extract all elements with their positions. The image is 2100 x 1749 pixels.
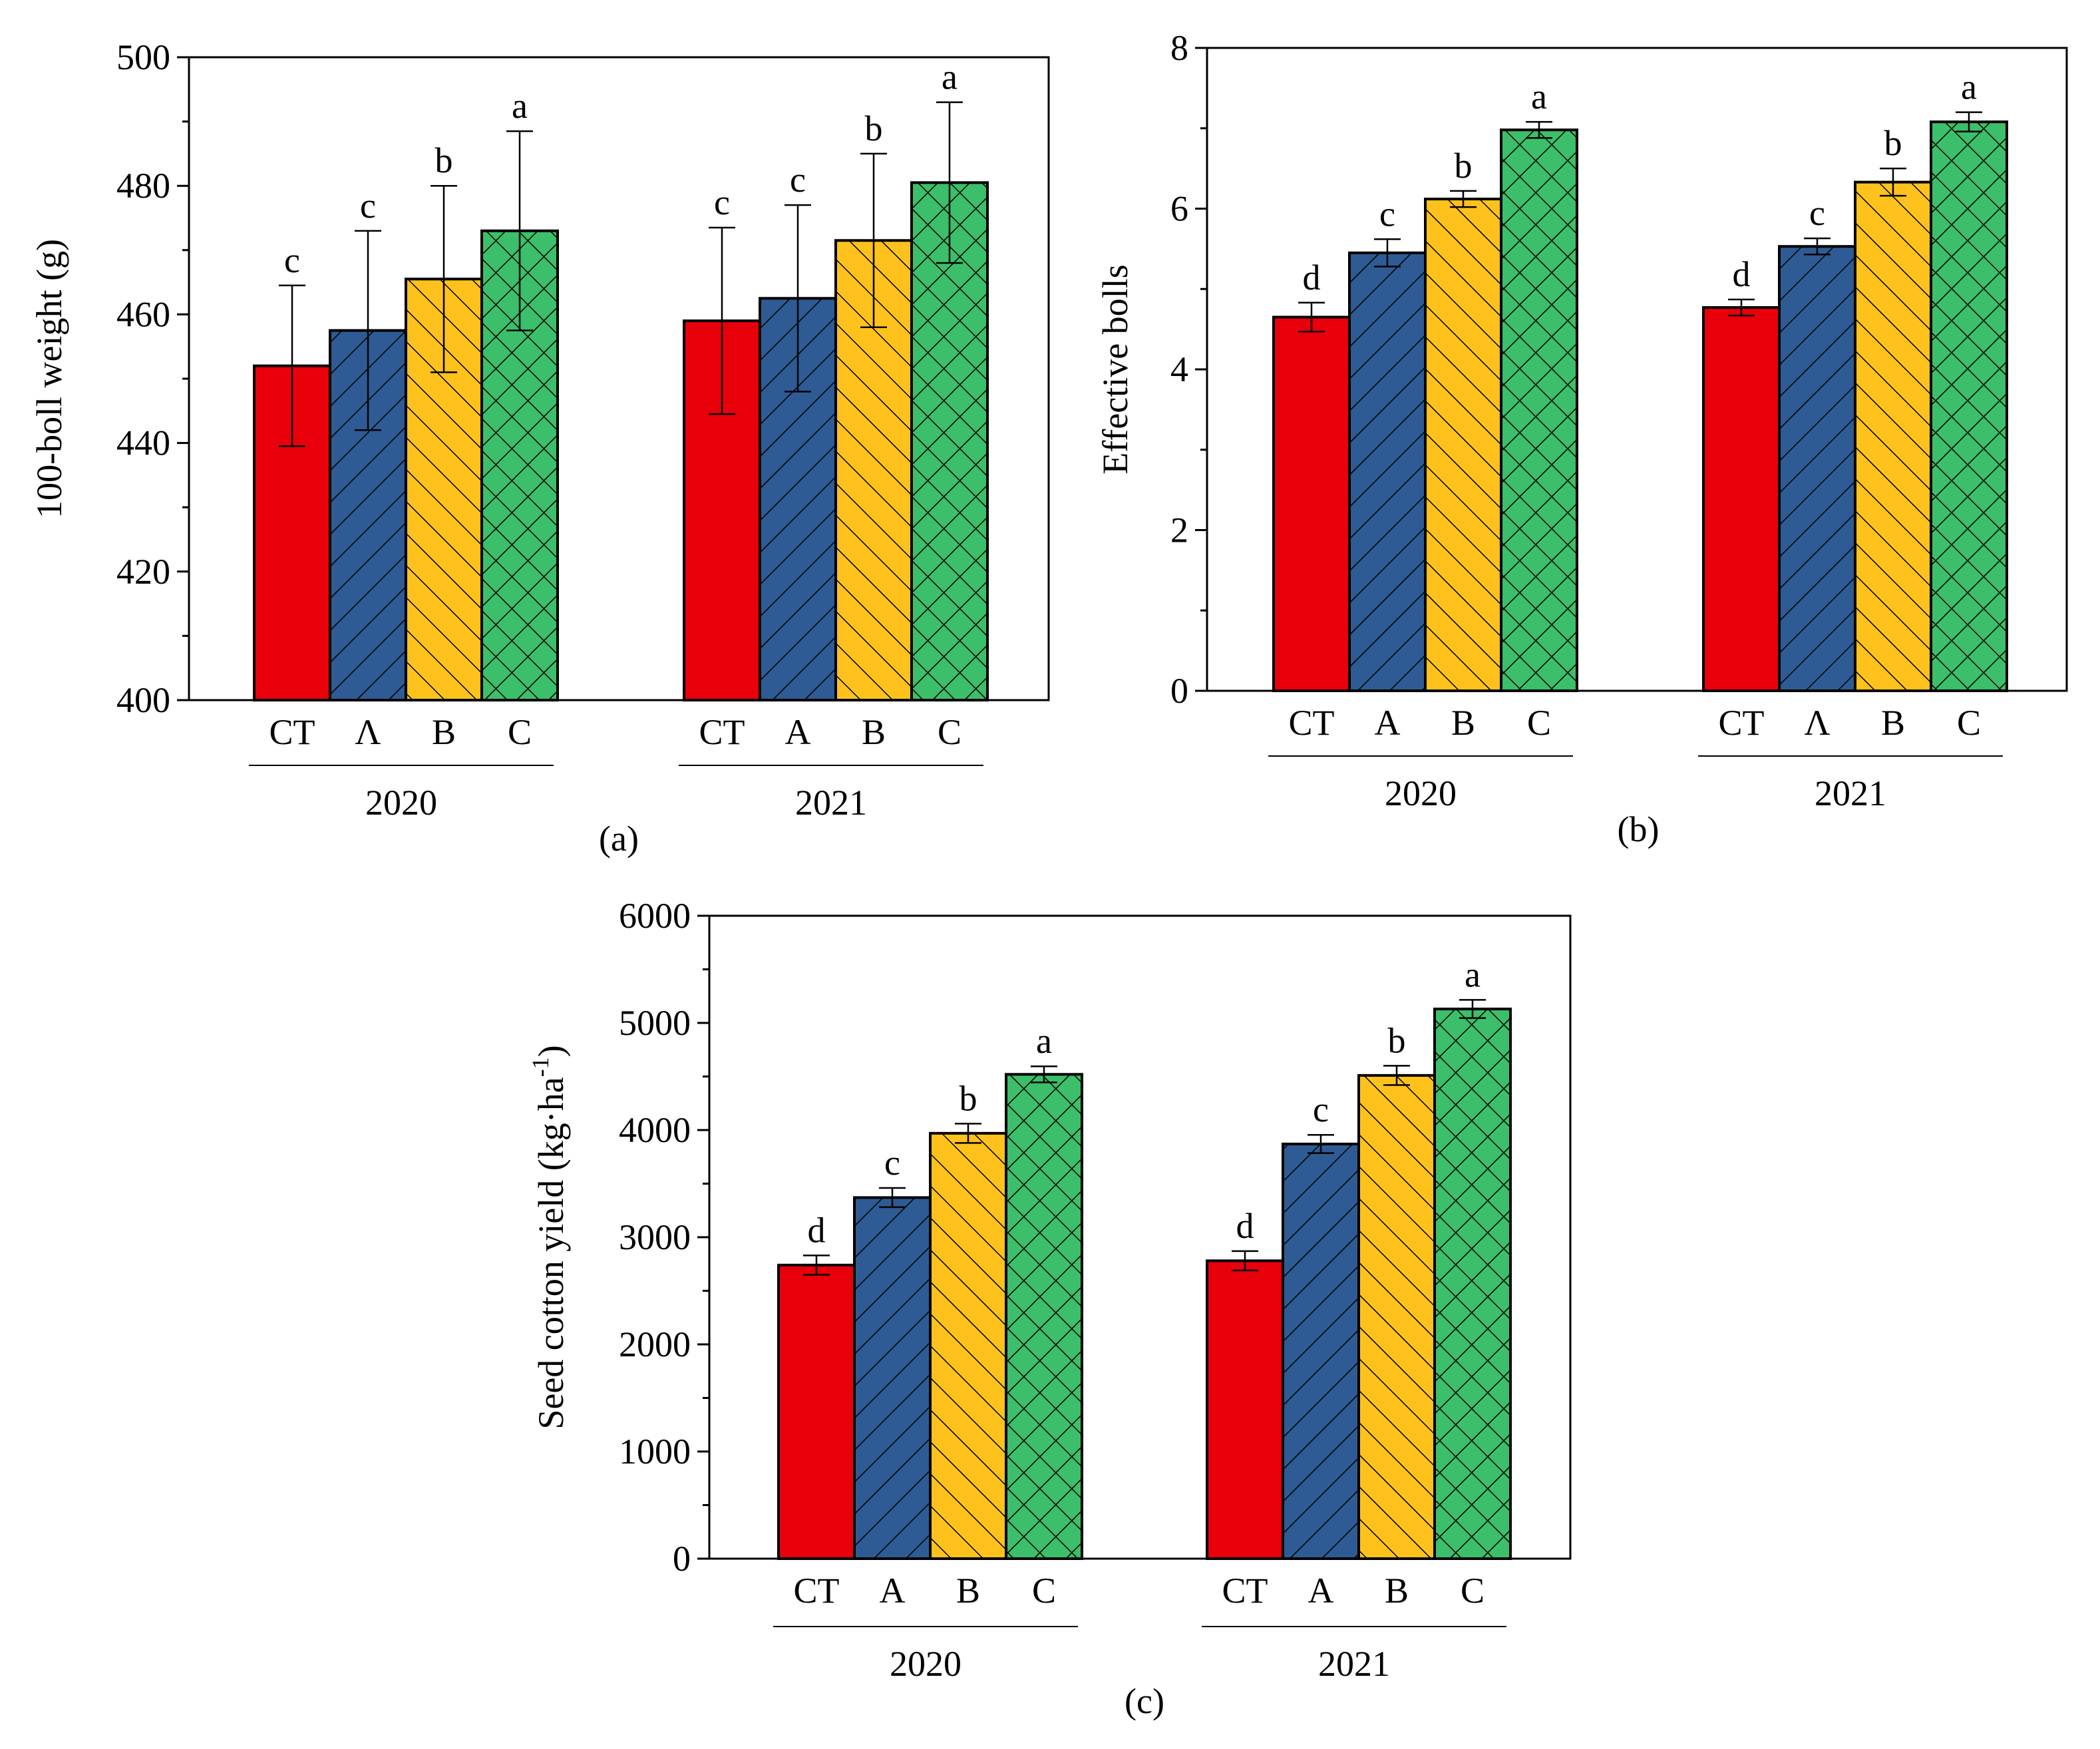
y-tick-label: 400 [116,680,170,720]
significance-letter: c [360,186,376,226]
significance-letter: d [1303,258,1321,297]
category-label: A [880,1571,906,1611]
y-axis-title: Seed cotton yield (kg·ha-1) [527,1045,571,1429]
bar-CT [1274,317,1349,691]
year-label: 2021 [1815,773,1886,813]
significance-letter: b [1455,146,1473,186]
bar-hatch-C [1006,1074,1082,1559]
y-tick-label: 0 [673,1539,691,1579]
y-tick-label: 480 [116,166,170,206]
bar-CT [779,1264,854,1559]
category-label: C [1032,1571,1056,1611]
significance-letter: b [960,1078,977,1118]
panel-label: (c) [1125,1681,1164,1721]
category-label: A [1375,703,1401,743]
year-label: 2020 [1385,773,1457,813]
category-label: B [1385,1571,1409,1611]
y-tick-label: 0 [1170,671,1188,711]
significance-letter: a [1465,954,1481,994]
panel-label: (b) [1618,809,1660,849]
y-tick-label: 4000 [619,1110,691,1150]
chart-panel-b: 0 2 4 6 8 Effective bolls d CT c Ab Ba C 2020 d CT c Λb B… [1095,28,2068,849]
y-tick-label: 6000 [619,896,691,936]
y-tick-label: 5000 [619,1003,691,1043]
bar-CT [1207,1261,1283,1559]
significance-letter: a [942,57,958,97]
category-label: C [508,712,532,752]
category-label: CT [1718,703,1764,743]
year-label: 2020 [890,1644,962,1684]
category-label: CT [699,712,745,752]
y-tick-label: 2 [1170,510,1188,550]
bar-CT [1703,307,1779,691]
category-label: A [785,712,811,752]
significance-letter: a [1961,67,1977,107]
significance-letter: b [435,140,453,180]
y-tick-label: 8 [1170,28,1188,68]
category-label: CT [269,712,315,752]
bar-hatch-B [1855,182,1931,691]
y-tick-label: 420 [116,552,170,592]
significance-letter: a [1036,1021,1052,1061]
bar-hatch-C [1501,130,1577,691]
bar-hatch-A [1283,1143,1359,1559]
y-tick-label: 440 [116,423,170,463]
chart-panel-a: 400 420 440 460 480 500 100-boll weight (g) c CT… [29,37,1050,859]
category-label: Λ [1804,703,1830,743]
y-tick-label: 3000 [619,1217,691,1257]
category-label: A [1308,1571,1334,1611]
category-label: C [1957,703,1981,743]
year-label: 2020 [365,783,437,823]
y-tick-label: 4 [1170,349,1188,389]
category-label: B [432,712,456,752]
significance-letter: a [1531,77,1547,116]
significance-letter: c [790,160,806,200]
bar-hatch-C [912,182,987,700]
bar-hatch-C [1435,1009,1510,1559]
significance-letter: c [1809,193,1825,233]
y-tick-label: 460 [116,294,170,334]
y-tick-label: 500 [116,37,170,77]
panel-label: (a) [599,819,639,859]
significance-letter: d [808,1210,826,1250]
significance-letter: b [865,108,883,148]
year-label: 2021 [795,783,867,823]
y-tick-label: 6 [1170,189,1188,229]
bar-hatch-B [1425,199,1501,691]
bar-hatch-A [854,1197,930,1559]
significance-letter: d [1733,254,1751,294]
y-tick-label: 2000 [619,1324,691,1364]
year-label: 2021 [1318,1644,1390,1684]
bar-hatch-B [1359,1075,1435,1559]
category-label: B [956,1571,980,1611]
significance-letter: d [1236,1206,1254,1246]
chart-panel-c: 0 1000 2000 3000 4000 5000 6000 Seed cotton yie… [527,896,1572,1721]
category-label: C [1461,1571,1485,1611]
category-label: Λ [355,712,381,752]
significance-letter: c [714,182,730,222]
significance-letter: c [284,240,300,280]
category-label: C [938,712,962,752]
category-label: C [1527,703,1551,743]
significance-letter: c [1379,194,1395,234]
significance-letter: a [512,86,528,126]
category-label: CT [1222,1571,1268,1611]
bar-hatch-C [1931,122,2007,691]
category-label: B [1451,703,1475,743]
y-tick-label: 1000 [619,1432,691,1471]
bar-hatch-A [1779,246,1855,691]
bar-hatch-A [1349,252,1425,691]
category-label: CT [1288,703,1334,743]
significance-letter: b [1884,123,1902,163]
significance-letter: b [1388,1020,1406,1060]
category-label: B [1881,703,1905,743]
category-label: B [862,712,886,752]
category-label: CT [793,1571,839,1611]
y-axis-title: 100-boll weight (g) [29,239,69,518]
significance-letter: c [884,1143,900,1183]
bar-hatch-B [930,1133,1006,1559]
significance-letter: c [1313,1089,1329,1129]
y-axis-title: Effective bolls [1095,264,1135,474]
